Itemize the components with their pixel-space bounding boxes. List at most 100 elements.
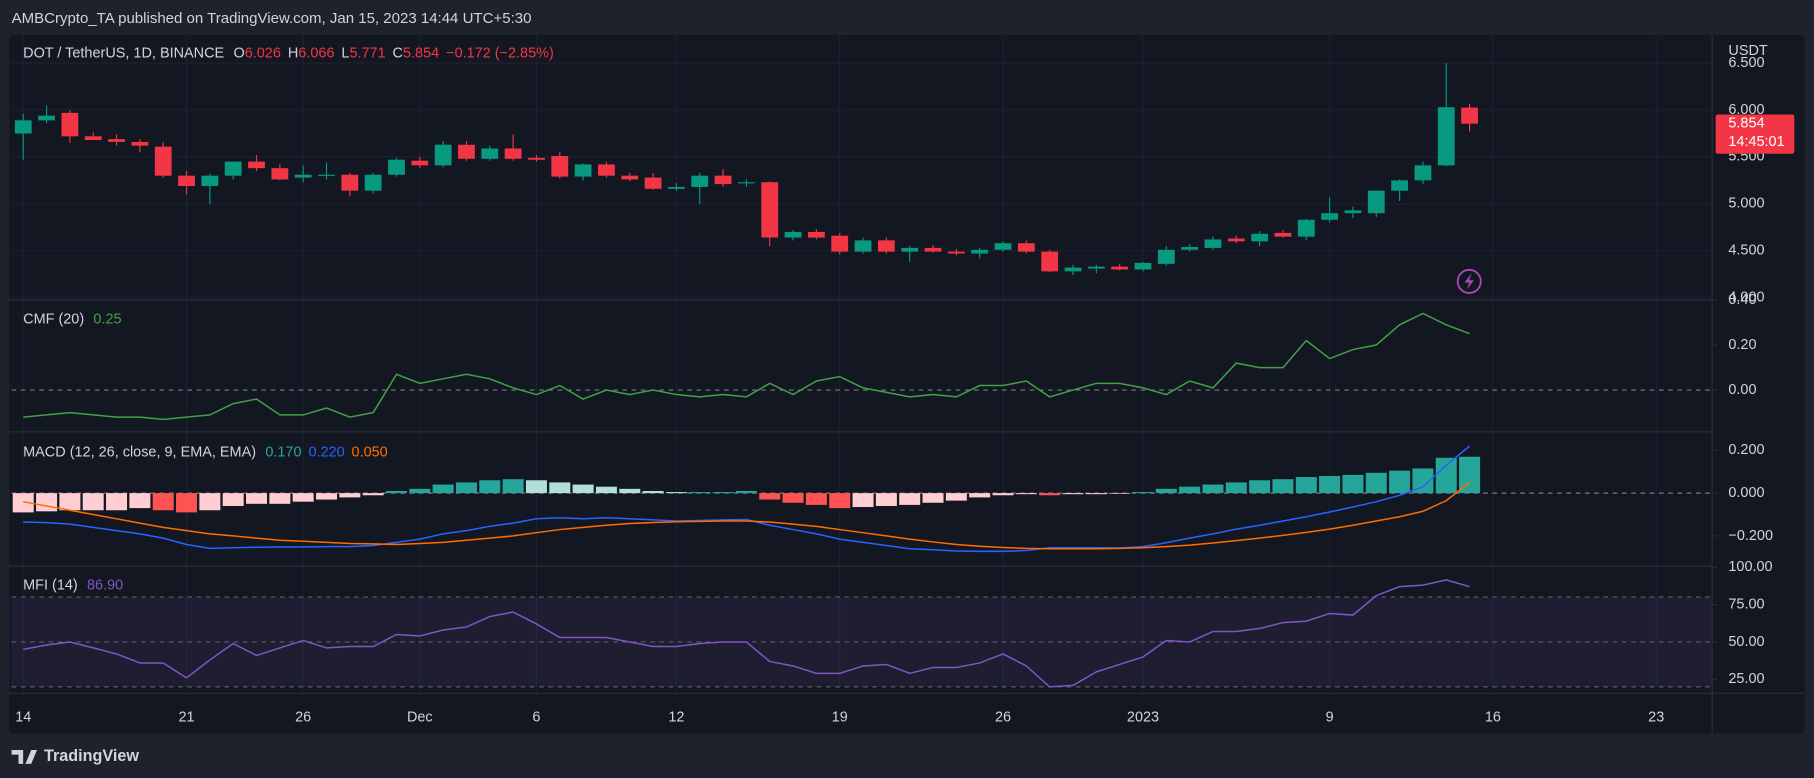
- indicator-title: CMF (20): [23, 311, 84, 327]
- histogram-bar: [502, 479, 524, 494]
- histogram-bar: [129, 493, 151, 509]
- histogram-bar: [1132, 492, 1154, 494]
- macd-legend: MACD (12, 26, close, 9, EMA, EMA) 0.170 0.…: [23, 444, 388, 460]
- y-tick-label: 0.00: [1728, 382, 1756, 398]
- y-axis-label: USDT: [1728, 43, 1768, 59]
- candle-body: [364, 174, 382, 191]
- x-tick-label: 21: [178, 709, 194, 725]
- histogram-bar: [945, 493, 967, 501]
- y-tick-label: −0.200: [1728, 528, 1773, 544]
- candle-body: [458, 144, 475, 159]
- indicator-line: [23, 481, 1471, 550]
- cmf-legend: CMF (20) 0.25: [23, 311, 121, 327]
- candle-body: [691, 175, 709, 187]
- grid: [11, 34, 1717, 693]
- histogram-bar: [385, 490, 407, 494]
- brand: TradingView: [44, 747, 139, 765]
- histogram-bar: [1389, 470, 1411, 494]
- histogram-bar: [899, 493, 921, 505]
- y-tick-label: 6.000: [1728, 102, 1764, 118]
- histogram-bar: [59, 493, 81, 511]
- histogram-bar: [689, 492, 711, 494]
- x-tick-label: 26: [995, 709, 1011, 725]
- histogram-bar: [246, 493, 268, 504]
- candle-body: [924, 247, 942, 252]
- candle-body: [1087, 266, 1105, 269]
- histogram-bar: [1272, 479, 1294, 494]
- ohlc-value: 5.771: [349, 45, 385, 61]
- x-tick-label: 23: [1648, 709, 1664, 725]
- candle-body: [574, 164, 592, 177]
- x-tick-label: Dec: [407, 709, 433, 725]
- x-tick-label: 19: [832, 709, 848, 725]
- ohlc-label: L: [341, 45, 349, 61]
- candle-body: [1227, 238, 1245, 242]
- histogram-bar: [1109, 493, 1131, 494]
- x-tick-label: 16: [1485, 709, 1501, 725]
- indicator-title: MACD (12, 26, close, 9, EMA, EMA): [23, 444, 256, 460]
- candle-body: [901, 247, 919, 252]
- publisher: AMBCrypto_TA published on TradingView.co…: [12, 10, 532, 27]
- ohlc-value: 6.066: [298, 45, 334, 61]
- histogram-bar: [969, 493, 991, 498]
- ohlc-value: 5.854: [403, 45, 439, 61]
- histogram-bar: [316, 493, 337, 500]
- histogram-bar: [1179, 486, 1201, 494]
- histogram-bar: [1249, 480, 1271, 494]
- candle-body: [877, 240, 895, 252]
- candle-body: [668, 186, 685, 189]
- histogram-bar: [1085, 493, 1107, 495]
- histogram-bar: [759, 493, 781, 500]
- y-tick-label: 25.00: [1728, 671, 1764, 687]
- countdown: 14:45:01: [1728, 134, 1784, 150]
- y-tick-label: 75.00: [1728, 596, 1764, 612]
- histogram-bar: [479, 480, 501, 494]
- mfi-legend: MFI (14) 86.90: [23, 577, 123, 593]
- histogram-bar: [1342, 474, 1364, 494]
- histogram-bar: [199, 493, 221, 511]
- candle-body: [738, 182, 755, 184]
- candle-body: [1251, 233, 1269, 242]
- candle-body: [248, 161, 265, 169]
- histogram-bar: [269, 493, 291, 504]
- histogram-bar: [572, 484, 594, 494]
- indicator-line: [23, 445, 1471, 553]
- histogram-bar: [1365, 472, 1387, 494]
- x-tick-label: 26: [295, 709, 311, 725]
- candle-body: [761, 182, 779, 238]
- histogram-bar: [735, 490, 757, 494]
- candle-body: [1181, 246, 1199, 250]
- histogram-bar: [1412, 468, 1434, 494]
- x-tick-label: 12: [668, 709, 684, 725]
- candle-body: [38, 115, 55, 121]
- histogram-bar: [455, 482, 477, 494]
- ohlc-label: H: [288, 45, 298, 61]
- candle-body: [947, 251, 965, 254]
- indicator-line: [23, 579, 1470, 688]
- histogram-bar: [409, 488, 431, 494]
- x-tick-label: 6: [532, 709, 540, 725]
- candle-body: [108, 139, 125, 142]
- indicator-line: [23, 312, 1470, 421]
- histogram-bar: [595, 486, 617, 494]
- candle-body: [1391, 180, 1408, 191]
- histogram-bar: [642, 490, 664, 494]
- histogram-bar: [36, 493, 58, 512]
- histogram-bar: [1202, 484, 1224, 494]
- indicator-title: MFI (14): [23, 577, 78, 593]
- histogram-bar: [875, 493, 897, 506]
- brand-logo: [11, 749, 38, 764]
- candle-body: [784, 231, 802, 238]
- last-price-label: 5.854: [1728, 116, 1764, 132]
- histogram-bar: [12, 493, 34, 513]
- candle-body: [411, 160, 429, 166]
- histogram-bar: [1459, 456, 1481, 494]
- alert-icon: [1456, 268, 1482, 294]
- histogram-bar: [1435, 457, 1457, 494]
- histogram-bar: [525, 480, 547, 494]
- candle-body: [1134, 262, 1152, 270]
- x-tick-label: 2023: [1127, 709, 1159, 725]
- indicator-value: 86.90: [87, 577, 123, 593]
- y-tick-label: 0.20: [1728, 337, 1756, 353]
- histogram-bar: [1319, 475, 1341, 494]
